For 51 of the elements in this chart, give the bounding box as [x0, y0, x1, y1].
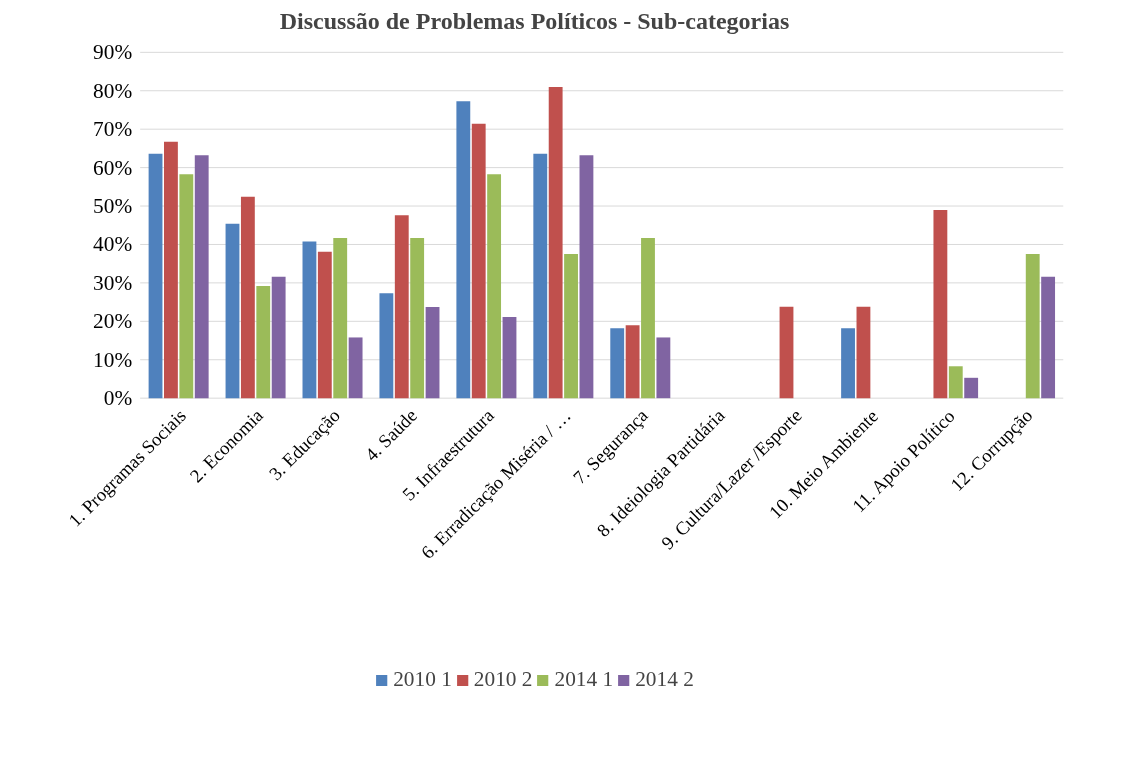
bar [533, 153, 548, 399]
bar [641, 237, 655, 399]
y-tick-label: 80% [93, 78, 133, 103]
bar [487, 174, 502, 399]
y-tick-label: 50% [93, 194, 133, 219]
y-tick-label: 10% [93, 347, 133, 372]
bar [425, 307, 440, 399]
bar [394, 215, 409, 399]
bar [502, 317, 517, 399]
bar [225, 223, 240, 399]
y-tick-label: 60% [93, 155, 133, 180]
bar [625, 325, 640, 399]
y-tick-label: 70% [93, 117, 133, 142]
bar [148, 153, 163, 399]
bar [256, 285, 271, 399]
bar [302, 241, 317, 399]
bar [964, 377, 979, 399]
legend-label: 2010 1 [393, 667, 452, 692]
bar [656, 337, 671, 399]
bar [317, 251, 332, 399]
bar [856, 306, 871, 399]
bar [841, 328, 855, 399]
y-tick-label: 40% [93, 232, 133, 257]
legend-label: 2014 2 [635, 667, 694, 692]
bar [456, 101, 471, 399]
y-tick-label: 0% [103, 386, 133, 411]
legend-label: 2010 2 [473, 667, 533, 692]
bar [1025, 254, 1040, 399]
y-tick-label: 20% [93, 309, 133, 334]
bar [471, 123, 486, 399]
chart-title: Discussão de Problemas Políticos - Sub-categorias [279, 7, 790, 34]
bar [579, 155, 594, 399]
bar [333, 237, 348, 399]
bar [164, 141, 178, 399]
y-tick-label: 30% [93, 270, 133, 295]
legend-label: 2014 1 [554, 667, 614, 692]
bar [779, 306, 794, 399]
bar [240, 196, 255, 399]
bar [548, 86, 563, 399]
bar [610, 328, 625, 399]
bar [379, 293, 394, 399]
bar [933, 209, 948, 399]
bar [179, 174, 194, 399]
bar [1041, 276, 1056, 399]
bar [948, 366, 963, 399]
y-tick-label: 90% [93, 40, 133, 65]
bar [410, 237, 425, 399]
bar [348, 337, 363, 399]
bar [194, 155, 209, 399]
bar [271, 276, 286, 399]
bar [564, 254, 578, 399]
